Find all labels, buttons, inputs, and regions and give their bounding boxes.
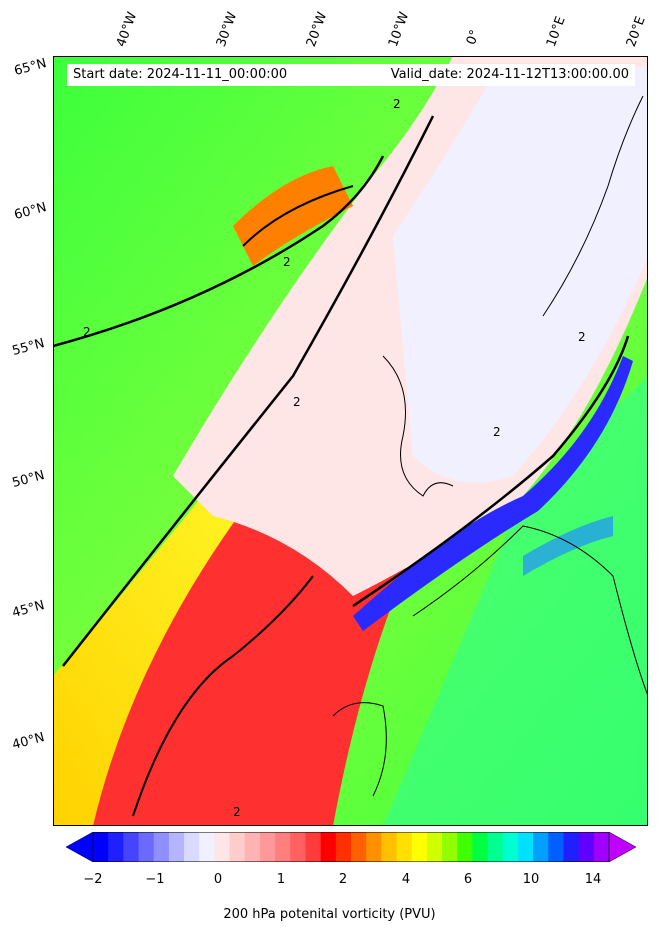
colorbar-swatch — [335, 832, 352, 862]
teal-region-east — [383, 376, 648, 826]
colorbar-swatch — [396, 832, 413, 862]
lon-label-10e: 10°E — [543, 14, 569, 50]
contour-label-2: 2 — [83, 325, 91, 339]
pv-contour-main-east — [352, 335, 630, 608]
map-frame — [53, 56, 648, 826]
contour-label-2: 2 — [578, 330, 586, 344]
very-low-pv-region — [393, 66, 648, 483]
colorbar-swatch — [153, 832, 170, 862]
colorbar-swatch — [411, 832, 428, 862]
colorbar-swatch — [442, 832, 458, 862]
colorbar-swatch — [168, 832, 185, 862]
lat-label-40n: 40°N — [10, 730, 47, 753]
lat-label-45n: 45°N — [10, 598, 47, 621]
colorbar-swatch — [351, 832, 367, 862]
colorbar — [66, 832, 636, 862]
orange-patch-iceland — [233, 166, 353, 266]
colorbar-swatch — [138, 832, 155, 862]
start-date: Start date: 2024-11-11_00:00:00 — [73, 67, 288, 82]
pv-contour-north — [53, 155, 385, 348]
blue-streak-east — [523, 516, 613, 576]
colorbar-swatch — [320, 832, 337, 862]
lat-label-65n: 65°N — [12, 56, 49, 79]
valid-date: Valid_date: 2024-11-12T13:00:00.00 — [390, 67, 629, 82]
coastline-norway — [542, 95, 644, 317]
colorbar-swatch — [533, 832, 549, 862]
colorbar-swatch — [563, 832, 580, 862]
colorbar-tick: 2 — [338, 872, 348, 887]
colorbar-tick: −1 — [145, 872, 165, 887]
colorbar-max-arrow — [608, 832, 636, 862]
colorbar-min-arrow — [66, 832, 94, 862]
colorbar-swatch — [502, 832, 519, 862]
lon-label-0: 0° — [463, 27, 484, 47]
pv-contour-south — [132, 575, 314, 817]
contour-label-2: 2 — [393, 97, 401, 111]
colorbar-swatch — [366, 832, 382, 862]
coastline-uk — [382, 355, 454, 497]
colorbar-tick: −2 — [83, 872, 103, 887]
contour-label-2: 2 — [283, 255, 291, 269]
contour-label-2: 2 — [493, 425, 501, 439]
lon-label-40w: 40°W — [113, 10, 141, 49]
lat-label-60n: 60°N — [12, 200, 49, 223]
lon-label-20e: 20°E — [623, 14, 649, 50]
contour-label-2: 2 — [233, 805, 241, 819]
date-header: Start date: 2024-11-11_00:00:00 Valid_da… — [67, 64, 635, 86]
pv-contour-nw — [242, 185, 354, 247]
colorbar-swatch — [214, 832, 231, 862]
colorbar-swatch — [548, 832, 564, 862]
lon-label-20w: 20°W — [303, 10, 331, 49]
colorbar-tick: 1 — [276, 872, 286, 887]
colorbar-swatch — [381, 832, 398, 862]
colorbar-tick: 4 — [401, 872, 411, 887]
colorbar-swatch — [93, 832, 109, 862]
coastline-iberia — [332, 702, 387, 797]
colorbar-tick: 14 — [584, 872, 602, 887]
colorbar-swatch — [517, 832, 534, 862]
contour-label-2: 2 — [293, 395, 301, 409]
colorbar-frame — [92, 832, 610, 862]
colorbar-swatch — [244, 832, 261, 862]
colorbar-swatch — [259, 832, 276, 862]
colorbar-swatch — [305, 832, 322, 862]
colorbar-swatch — [275, 832, 291, 862]
colorbar-swatch — [593, 832, 610, 862]
colorbar-label: 200 hPa potenital vorticity (PVU) — [223, 907, 436, 922]
potential-vorticity-map: 2 2 2 2 2 2 2 — [53, 56, 648, 826]
colorbar-swatch — [426, 832, 443, 862]
colorbar-swatch — [123, 832, 140, 862]
colorbar-swatch — [578, 832, 595, 862]
colorbar-tick: 10 — [522, 872, 540, 887]
coastline-europe — [412, 525, 648, 697]
pv-contour-main-west — [62, 115, 435, 667]
colorbar-swatch — [199, 832, 215, 862]
lat-label-55n: 55°N — [10, 336, 47, 359]
colorbar-tick: 0 — [213, 872, 223, 887]
lat-label-50n: 50°N — [10, 468, 47, 491]
colorbar-swatch — [457, 832, 473, 862]
lon-label-10w: 10°W — [385, 10, 413, 49]
colorbar-swatch — [108, 832, 124, 862]
colorbar-swatch — [472, 832, 489, 862]
colorbar-swatch — [184, 832, 200, 862]
colorbar-swatch — [290, 832, 306, 862]
colorbar-tick: 6 — [463, 872, 473, 887]
negative-pv-streak — [353, 356, 633, 631]
lon-label-30w: 30°W — [213, 10, 241, 49]
colorbar-swatch — [487, 832, 504, 862]
colorbar-swatch — [229, 832, 246, 862]
